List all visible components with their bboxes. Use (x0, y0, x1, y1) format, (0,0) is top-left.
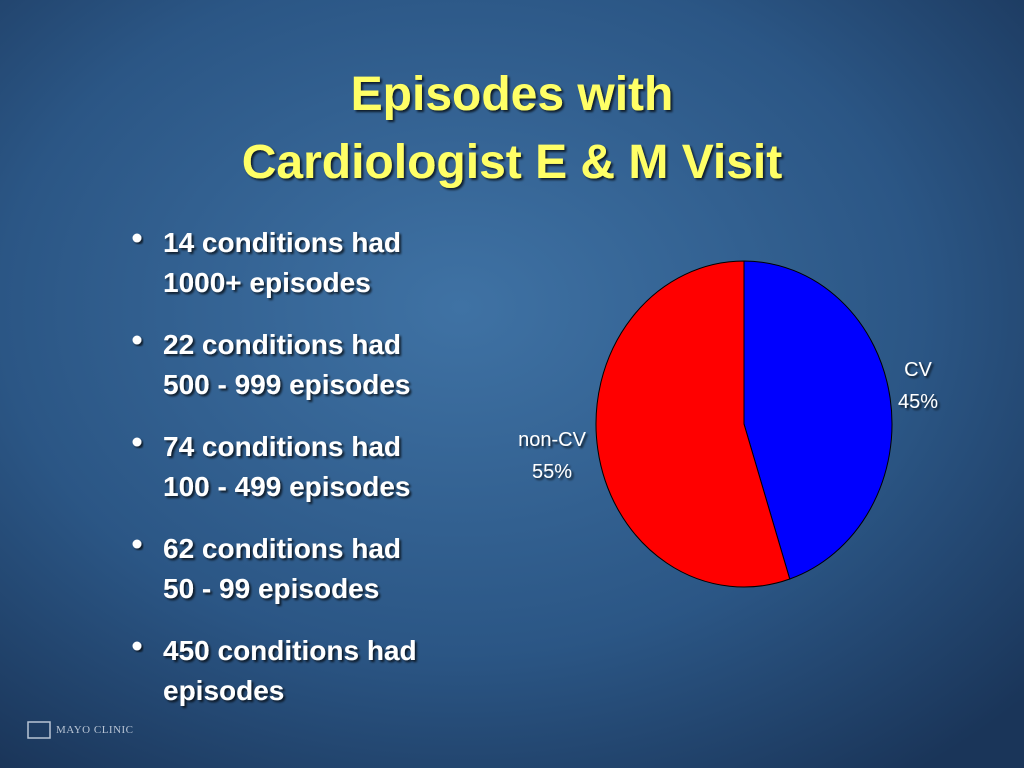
bullet-text: 22 conditions had (163, 329, 401, 360)
pie-value-label: 45% (898, 391, 938, 413)
pie-slice (595, 260, 791, 588)
bullet-text: 14 conditions had (163, 227, 401, 258)
bullet-text: episodes (163, 675, 284, 706)
bullet-dot (132, 641, 142, 651)
bullet-text: 50 - 99 episodes (163, 573, 379, 604)
pie-category-label: CV (904, 359, 932, 381)
title-line: Episodes with (351, 68, 674, 121)
bullet-text: 74 conditions had (163, 431, 401, 462)
logo: MAYO CLINIC (27, 721, 134, 739)
title-line: Cardiologist E & M Visit (242, 136, 783, 189)
bullet-dot (132, 335, 142, 345)
bullet-dot (132, 233, 142, 243)
bullet-text: 500 - 999 episodes (163, 369, 410, 400)
bullet-dot (132, 539, 142, 549)
bullet-dot (132, 437, 142, 447)
pie-slice (743, 260, 893, 580)
bullet-text: 1000+ episodes (163, 267, 371, 298)
pie-value-label: 55% (532, 461, 572, 483)
bullet-text: 62 conditions had (163, 533, 401, 564)
bullet-text: 100 - 499 episodes (163, 471, 410, 502)
footer: MAYO CLINIC (56, 724, 134, 736)
pie-category-label: non-CV (518, 429, 586, 451)
bullet-text: 450 conditions had (163, 635, 417, 666)
